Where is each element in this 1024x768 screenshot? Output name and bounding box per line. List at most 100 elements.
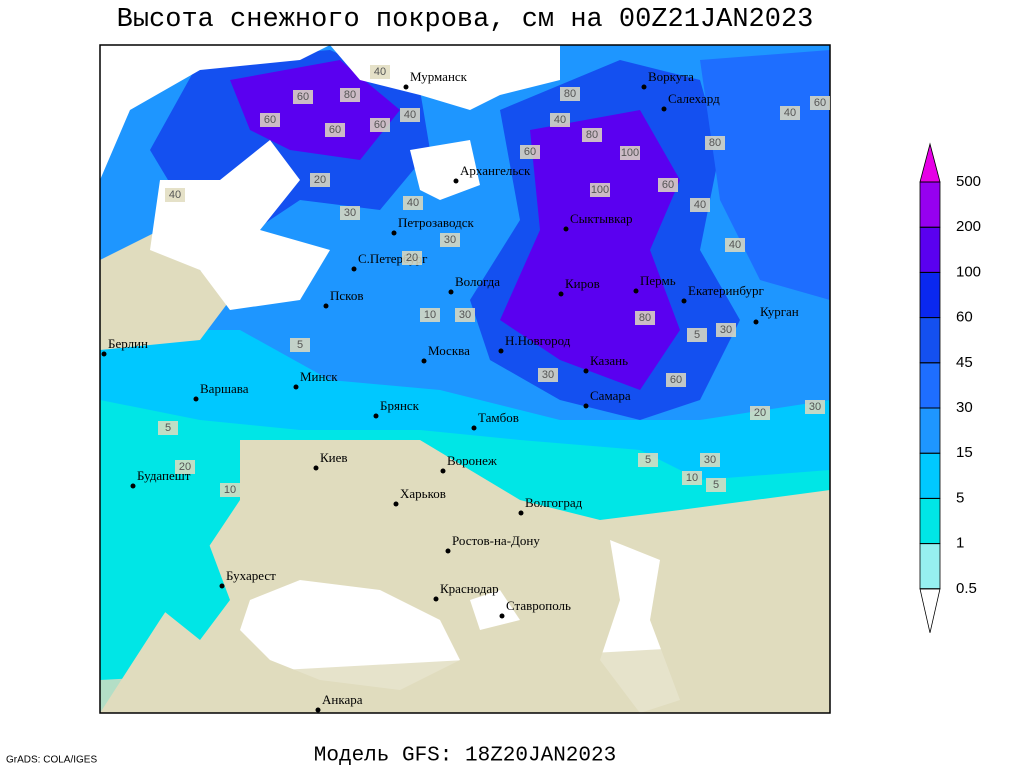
contour-label: 20 <box>754 407 766 419</box>
city-dot <box>583 368 589 374</box>
city-label: Ростов-на-Дону <box>452 533 540 548</box>
contour-label: 40 <box>404 109 416 121</box>
city-dot <box>393 501 399 507</box>
city-label: Анкара <box>322 692 363 707</box>
map-title: Высота снежного покрова, см на 00Z21JAN2… <box>117 5 814 35</box>
contour-label-box <box>340 88 360 102</box>
city-label: Самара <box>590 388 631 403</box>
city-dot <box>641 84 647 90</box>
legend-top-triangle <box>919 142 941 183</box>
city-label: Архангельск <box>460 163 531 178</box>
city-dot <box>293 384 299 390</box>
legend-label: 30 <box>956 399 973 416</box>
contour-label: 60 <box>329 124 341 136</box>
contour-label-box <box>520 145 540 159</box>
legend-segment <box>919 497 941 544</box>
contour-label-box <box>666 373 686 387</box>
city-dot <box>323 303 329 309</box>
legend-segment <box>919 271 941 318</box>
contour-label: 30 <box>720 324 732 336</box>
contour-label-box <box>538 368 558 382</box>
city-dot <box>558 291 564 297</box>
model-caption: Модель GFS: 18Z20JAN2023 <box>314 745 616 768</box>
credit: GrADS: COLA/IGES <box>6 755 97 766</box>
city-label: Воронеж <box>447 453 498 468</box>
contour-label-box <box>260 113 280 127</box>
contour-label: 40 <box>554 114 566 126</box>
city-dot <box>448 289 454 295</box>
contour-label-box <box>165 188 185 202</box>
city-label: Минск <box>300 369 338 384</box>
contour-label: 40 <box>374 66 386 78</box>
contour-label: 30 <box>444 234 456 246</box>
legend-segment <box>919 543 941 590</box>
city-dot <box>421 358 427 364</box>
contour-label-box <box>700 453 720 467</box>
contour-label-box <box>805 400 825 414</box>
contour-label-box <box>682 471 702 485</box>
contour-label-box <box>370 118 390 132</box>
contour-label-box <box>638 453 658 467</box>
legend-label: 200 <box>956 218 981 235</box>
legend-segment <box>919 452 941 499</box>
contour-label: 40 <box>784 107 796 119</box>
contour-label: 60 <box>814 97 826 109</box>
city-dot <box>681 298 687 304</box>
city-dot <box>583 403 589 409</box>
contour-label-box <box>402 251 422 265</box>
city-label: Киров <box>565 276 600 291</box>
contour-label-box <box>810 96 830 110</box>
contour-label-box <box>690 198 710 212</box>
contour-label: 20 <box>179 461 191 473</box>
city-label: Салехард <box>668 91 720 106</box>
city-dot <box>391 230 397 236</box>
contour-label: 5 <box>713 479 719 491</box>
contour-label: 80 <box>639 312 651 324</box>
contour-label: 60 <box>524 146 536 158</box>
city-label: Киев <box>320 450 348 465</box>
contour-label-box <box>687 328 707 342</box>
city-dot <box>315 707 321 713</box>
contour-labels: 40 60 80 60 40 60 60 20 40 30 40 80 100 100 60 80 40 60 40… <box>158 65 830 497</box>
city-label: Брянск <box>380 398 420 413</box>
contour-label-box <box>550 113 570 127</box>
city-label: Сыктывкар <box>570 211 633 226</box>
city-dot <box>563 226 569 232</box>
contour-label-box <box>705 136 725 150</box>
contour-label: 30 <box>459 309 471 321</box>
contour-label: 80 <box>586 129 598 141</box>
city-label: Вологда <box>455 274 500 289</box>
contour-label: 60 <box>670 374 682 386</box>
contour-label-box <box>400 108 420 122</box>
contour-label-box <box>725 238 745 252</box>
contour-label-box <box>440 233 460 247</box>
legend-segment <box>919 181 941 228</box>
city-label: Петрозаводск <box>398 215 474 230</box>
contour-label: 60 <box>374 119 386 131</box>
city-label: Воркута <box>648 69 694 84</box>
city-dot <box>445 548 451 554</box>
city-dot <box>453 178 459 184</box>
contour-label-box <box>310 173 330 187</box>
contour-label-box <box>590 183 610 197</box>
city-dot <box>373 413 379 419</box>
contour-label: 5 <box>645 454 651 466</box>
contour-label: 60 <box>297 91 309 103</box>
contour-label-box <box>706 478 726 492</box>
city-label: Волгоград <box>525 495 583 510</box>
city-dot <box>753 319 759 325</box>
city-label: Тамбов <box>478 410 519 425</box>
city-dot <box>433 596 439 602</box>
city-dot <box>313 465 319 471</box>
city-dot <box>101 351 107 357</box>
city-dot <box>193 396 199 402</box>
contour-label-box <box>635 311 655 325</box>
city-label: Краснодар <box>440 581 499 596</box>
legend-label: 60 <box>956 309 973 326</box>
contour-label: 60 <box>264 114 276 126</box>
contour-label: 40 <box>694 199 706 211</box>
contour-label-box <box>420 308 440 322</box>
